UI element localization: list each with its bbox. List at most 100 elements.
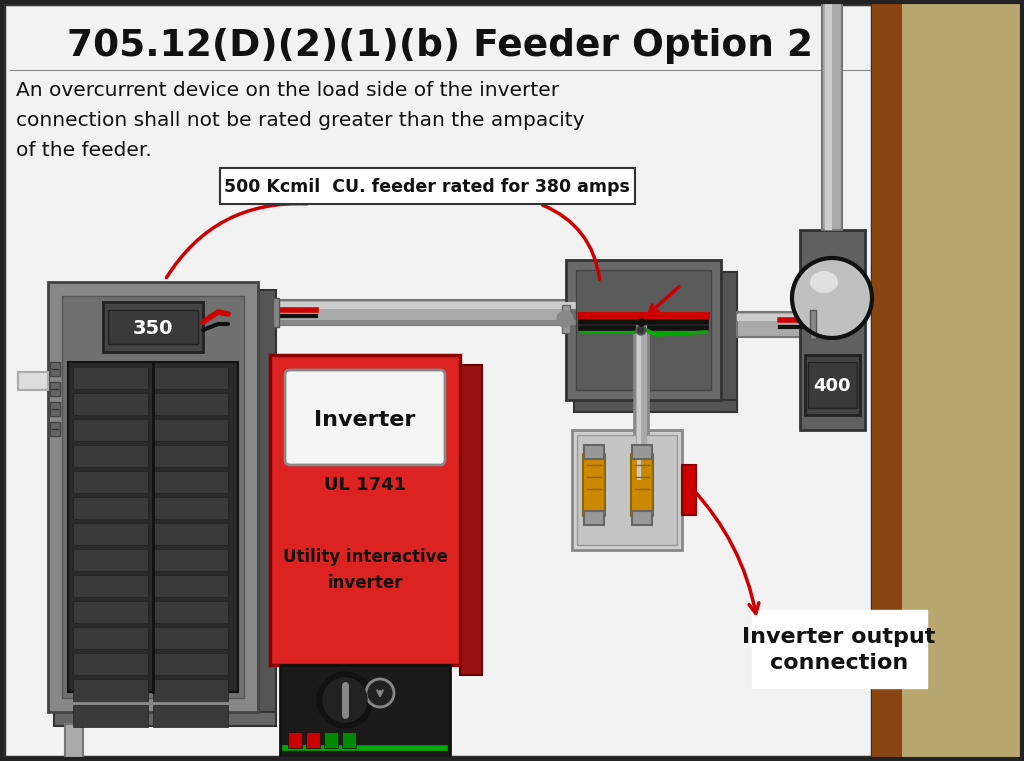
Bar <box>808 362 857 408</box>
Bar <box>73 601 148 623</box>
Text: Utility interactive
inverter: Utility interactive inverter <box>283 549 447 591</box>
Bar <box>153 627 228 649</box>
Bar <box>737 314 810 321</box>
Bar <box>50 422 60 436</box>
Bar <box>153 653 228 675</box>
Bar <box>103 302 203 352</box>
Text: Inverter output
connection: Inverter output connection <box>742 627 936 673</box>
Circle shape <box>638 327 644 333</box>
Bar <box>18 372 48 390</box>
Circle shape <box>323 678 367 722</box>
Bar <box>258 290 276 720</box>
Bar <box>153 705 228 727</box>
Text: An overcurrent device on the load side of the inverter: An overcurrent device on the load side o… <box>16 81 559 100</box>
Circle shape <box>317 672 373 728</box>
Bar <box>153 367 228 389</box>
Bar <box>153 549 228 571</box>
Text: UL 1741: UL 1741 <box>324 476 407 494</box>
Bar <box>460 365 482 675</box>
Bar <box>825 0 831 230</box>
Bar <box>632 511 652 525</box>
Circle shape <box>366 679 394 707</box>
Bar <box>276 302 620 309</box>
Bar <box>62 296 244 698</box>
Text: of the feeder.: of the feeder. <box>16 141 152 160</box>
Bar <box>632 445 652 459</box>
Bar <box>805 355 860 415</box>
Bar <box>280 665 450 760</box>
Bar <box>220 168 635 204</box>
Bar <box>153 471 228 493</box>
Bar <box>270 355 460 665</box>
Bar <box>73 575 148 597</box>
Bar <box>566 260 721 400</box>
Bar <box>50 362 60 376</box>
Bar <box>4 4 872 757</box>
Bar <box>153 523 228 545</box>
Bar <box>73 367 148 389</box>
Bar <box>276 320 620 325</box>
Bar <box>752 610 927 688</box>
Bar <box>810 310 816 339</box>
Bar <box>575 270 711 390</box>
Bar <box>108 310 198 344</box>
Bar <box>572 430 682 550</box>
Bar <box>73 471 148 493</box>
Bar <box>73 653 148 675</box>
Bar <box>65 724 83 761</box>
Bar <box>574 400 737 412</box>
Bar <box>50 402 60 416</box>
Circle shape <box>557 311 573 327</box>
Text: 705.12(D)(2)(1)(b) Feeder Option 2: 705.12(D)(2)(1)(b) Feeder Option 2 <box>67 28 813 64</box>
Bar <box>273 298 279 327</box>
Bar <box>324 732 338 748</box>
Bar <box>73 705 148 727</box>
Bar <box>276 300 620 325</box>
FancyBboxPatch shape <box>631 453 653 517</box>
Bar <box>584 445 604 459</box>
Bar <box>872 0 902 761</box>
Bar <box>306 732 319 748</box>
Bar <box>73 627 148 649</box>
Bar <box>288 732 302 748</box>
Circle shape <box>792 258 872 338</box>
Bar <box>153 601 228 623</box>
Bar <box>737 312 810 337</box>
Circle shape <box>636 325 646 335</box>
FancyBboxPatch shape <box>285 370 445 465</box>
Bar <box>822 0 842 230</box>
Bar <box>721 272 737 412</box>
Text: Inverter: Inverter <box>314 410 416 430</box>
Text: 350: 350 <box>133 319 173 337</box>
Bar <box>68 362 238 692</box>
Bar <box>48 282 258 712</box>
Bar <box>342 732 356 748</box>
Bar <box>73 393 148 415</box>
Bar <box>73 445 148 467</box>
Text: connection shall not be rated greater than the ampacity: connection shall not be rated greater th… <box>16 110 585 129</box>
Bar <box>562 305 570 333</box>
Text: 500 Kcmil  CU. feeder rated for 380 amps: 500 Kcmil CU. feeder rated for 380 amps <box>224 178 630 196</box>
Bar <box>73 523 148 545</box>
Bar <box>73 679 148 701</box>
Bar <box>153 419 228 441</box>
Bar <box>153 679 228 701</box>
Bar <box>275 760 455 761</box>
Bar <box>800 230 865 430</box>
Bar <box>577 435 677 545</box>
Bar <box>73 497 148 519</box>
Text: 400: 400 <box>813 377 851 395</box>
Bar <box>153 393 228 415</box>
Bar <box>54 712 276 726</box>
Bar <box>153 445 228 467</box>
Bar <box>584 511 604 525</box>
Bar <box>153 497 228 519</box>
FancyBboxPatch shape <box>583 453 605 517</box>
Bar <box>153 575 228 597</box>
Bar <box>682 465 696 515</box>
Bar <box>73 419 148 441</box>
Bar <box>73 549 148 571</box>
Bar <box>50 382 60 396</box>
Bar <box>902 0 1024 761</box>
Ellipse shape <box>810 271 838 293</box>
